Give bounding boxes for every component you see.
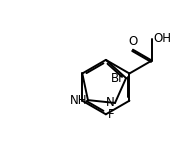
Text: O: O	[128, 35, 138, 48]
Text: Br: Br	[111, 72, 124, 85]
Text: N: N	[106, 97, 114, 109]
Text: F: F	[108, 108, 114, 121]
Text: NH: NH	[70, 94, 87, 107]
Text: OH: OH	[154, 32, 172, 45]
